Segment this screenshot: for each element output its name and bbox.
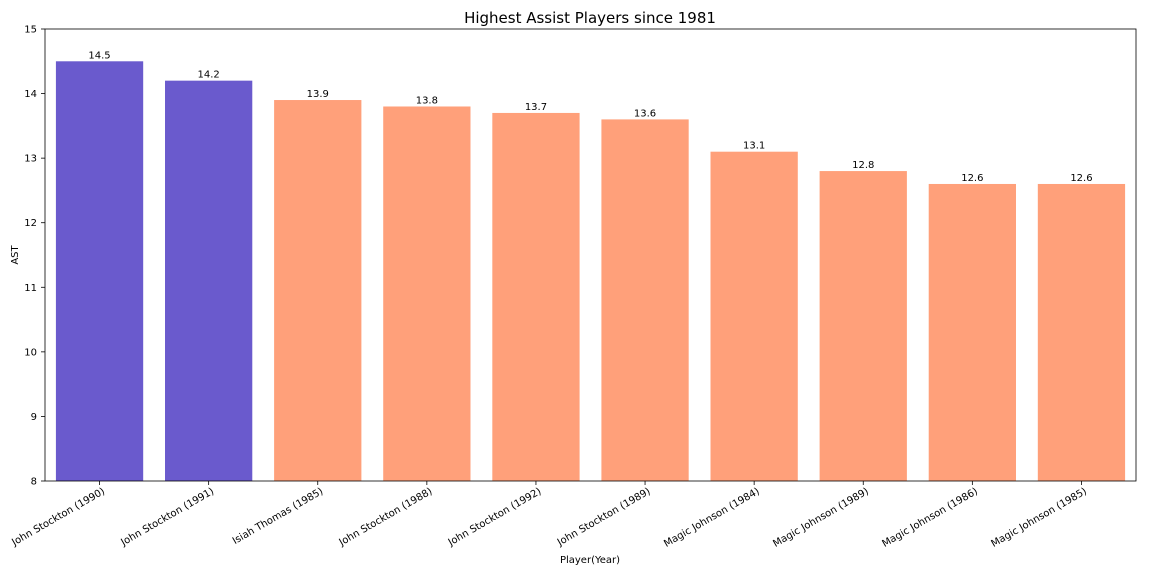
x-tick-label: Magic Johnson (1989)	[771, 486, 870, 550]
bar-value-label: 12.8	[852, 160, 874, 171]
y-tick-label: 9	[31, 412, 37, 423]
x-tick-label: Magic Johnson (1984)	[662, 486, 761, 550]
plot-frame	[44, 28, 1137, 482]
bar-value-label: 13.6	[634, 108, 656, 119]
bar-value-label: 13.8	[416, 95, 438, 106]
bar	[1037, 183, 1126, 481]
y-axis-label: AST	[10, 244, 21, 264]
bar-value-label: 13.7	[525, 102, 547, 113]
y-tick-label: 13	[24, 154, 37, 165]
bar	[165, 80, 253, 481]
bar	[710, 151, 798, 481]
x-axis-label: Player(Year)	[560, 555, 620, 566]
x-tick-label: Magic Johnson (1985)	[990, 486, 1089, 550]
bar	[928, 183, 1016, 481]
x-tick-label: Isiah Thomas (1985)	[231, 486, 325, 547]
bar-value-label: 13.9	[307, 89, 329, 100]
x-tick-label: John Stockton (1991)	[118, 486, 216, 549]
bar	[492, 112, 580, 481]
bar-value-label: 14.5	[88, 50, 110, 61]
bars-group	[55, 61, 1126, 482]
chart-title: Highest Assist Players since 1981	[464, 9, 716, 27]
x-tick-label: John Stockton (1989)	[555, 486, 653, 549]
bar	[819, 171, 907, 481]
y-tick-label: 8	[31, 477, 37, 488]
x-tick-label: John Stockton (1990)	[9, 486, 107, 549]
y-tick-label: 14	[24, 89, 37, 100]
bar	[383, 106, 471, 482]
bar	[601, 119, 689, 482]
y-tick-label: 15	[24, 25, 37, 36]
y-tick-label: 10	[24, 347, 37, 358]
y-tick-label: 11	[24, 283, 37, 294]
bar-value-label: 12.6	[1070, 173, 1092, 184]
x-tick-label: John Stockton (1988)	[337, 486, 435, 549]
value-labels-group: 14.5 14.2 13.9 13.8 13.7 13.6 13.1 12.8 12.6 12.6	[88, 50, 1092, 184]
y-tick-label: 12	[24, 218, 37, 229]
x-tick-label: John Stockton (1992)	[446, 486, 544, 549]
bar	[274, 100, 362, 481]
y-axis: 8 9 10 11 12 13 14 15	[24, 25, 45, 488]
x-tick-label: Magic Johnson (1986)	[880, 486, 979, 550]
bar-value-label: 13.1	[743, 141, 765, 152]
bar-value-label: 12.6	[961, 173, 983, 184]
x-axis: John Stockton (1990) John Stockton (1991)…	[9, 481, 1089, 550]
bar	[55, 61, 144, 481]
bar-value-label: 14.2	[198, 70, 220, 81]
